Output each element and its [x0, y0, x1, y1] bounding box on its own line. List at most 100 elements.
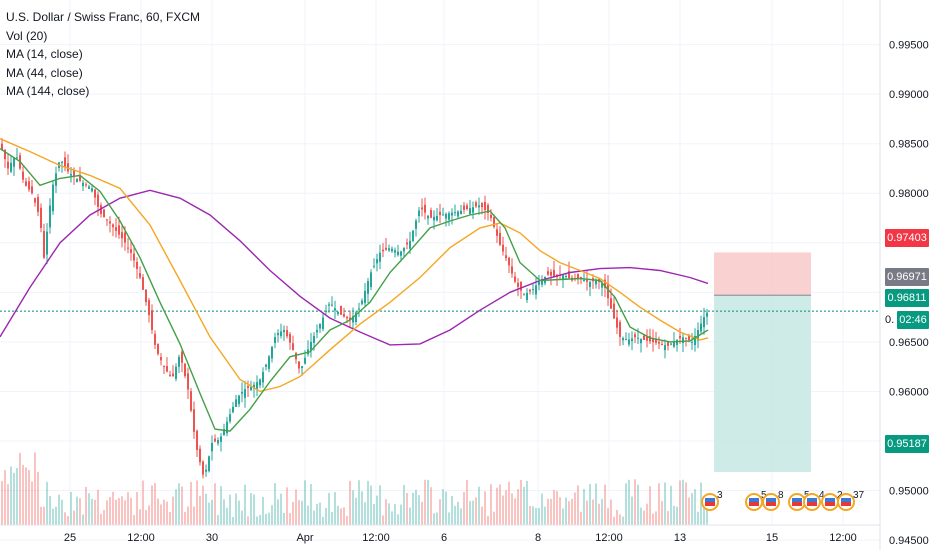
candle-body — [34, 198, 36, 203]
candle-body — [1, 143, 3, 150]
candlesticks — [1, 138, 708, 479]
event-markers[interactable]: 35854237 — [701, 490, 865, 511]
candle-body — [601, 283, 603, 288]
candle-body — [424, 204, 426, 213]
volume-bar — [421, 501, 423, 525]
legend-ma44[interactable]: MA (44, close) — [6, 65, 83, 80]
volume-bar — [166, 501, 168, 525]
volume-bar — [391, 511, 393, 525]
volume-bar — [553, 490, 555, 525]
volume-bar — [325, 507, 327, 525]
volume-bar — [373, 503, 375, 525]
take-profit-zone — [714, 295, 811, 473]
event-count-label: 37 — [853, 490, 865, 501]
volume-bar — [358, 480, 360, 525]
candle-body — [613, 303, 615, 319]
volume-bar — [310, 484, 312, 525]
candle-body — [655, 339, 657, 343]
candle-body — [538, 281, 540, 285]
candle-body — [346, 316, 348, 319]
volume-bar — [73, 510, 75, 525]
candle-body — [355, 312, 357, 322]
candle-body — [319, 324, 321, 329]
volume-bar — [106, 500, 108, 525]
candle-body — [448, 213, 450, 220]
volume-bar — [190, 482, 192, 525]
candle-body — [385, 247, 387, 250]
candle-body — [631, 338, 633, 342]
volume-bar — [100, 514, 102, 525]
flag-canton — [825, 498, 835, 502]
volume-bar — [49, 495, 51, 525]
candle-body — [439, 211, 441, 216]
candle-body — [121, 232, 123, 239]
volume-bar — [598, 503, 600, 525]
volume-bar — [364, 502, 366, 525]
volume-bar — [229, 494, 231, 525]
volume-bar — [655, 511, 657, 525]
candle-body — [487, 204, 489, 214]
candle-body — [553, 269, 555, 277]
candle-body — [463, 205, 465, 210]
x-tick-label: 25 — [64, 532, 76, 544]
candle-body — [331, 304, 333, 306]
volume-bar — [295, 489, 297, 525]
volume-bar — [685, 482, 687, 525]
volume-bar — [460, 508, 462, 525]
flag-stripes — [841, 502, 851, 506]
candle-body — [190, 391, 192, 411]
legend-ma14[interactable]: MA (14, close) — [6, 47, 83, 61]
position-zones[interactable] — [0, 252, 880, 473]
volume-bar — [31, 481, 33, 525]
flag-stripes — [705, 502, 715, 506]
legend-symbol[interactable]: U.S. Dollar / Swiss Franc, 60, FXCM — [6, 10, 201, 24]
legend-ma144[interactable]: MA (144, close) — [6, 84, 90, 98]
volume-bar — [118, 498, 120, 525]
candle-body — [352, 316, 354, 323]
volume-bar — [625, 483, 627, 525]
volume-bar — [304, 480, 306, 525]
candle-body — [499, 233, 501, 245]
volume-bar — [703, 501, 705, 525]
candle-body — [673, 341, 675, 347]
candle-body — [211, 442, 213, 452]
candle-body — [235, 399, 237, 407]
candle-body — [517, 282, 519, 287]
volume-bar — [64, 512, 66, 525]
candle-body — [532, 289, 534, 291]
volume-bar — [646, 503, 648, 525]
volume-bar — [376, 495, 378, 525]
candle-body — [451, 212, 453, 216]
candle-body — [535, 285, 537, 295]
candle-body — [670, 343, 672, 345]
volume-bar — [181, 486, 183, 525]
y-tick-label: 0.95000 — [889, 486, 929, 498]
volume-bar — [667, 511, 669, 525]
volume-bar — [169, 512, 171, 525]
volume-bar — [334, 492, 336, 525]
volume-bar — [256, 516, 258, 525]
candle-body — [421, 207, 423, 210]
flag-canton — [807, 498, 817, 502]
x-tick-label: 12:00 — [829, 532, 857, 544]
volume-bar — [433, 513, 435, 525]
candle-body — [640, 338, 642, 344]
volume-bar — [271, 505, 273, 525]
candle-body — [133, 253, 135, 261]
volume-bar — [670, 485, 672, 525]
volume-bar — [34, 452, 36, 525]
candle-body — [454, 212, 456, 214]
candle-body — [130, 249, 132, 253]
volume-bar — [178, 483, 180, 525]
volume-bar — [583, 489, 585, 525]
volume-bar — [232, 516, 234, 525]
stop-loss-zone — [714, 252, 811, 296]
volume-bar — [157, 498, 159, 525]
y-tick-label: 0.99500 — [889, 40, 929, 52]
candle-body — [238, 395, 240, 405]
candle-body — [466, 205, 468, 209]
legend-vol[interactable]: Vol (20) — [6, 28, 48, 43]
candle-body — [13, 157, 15, 167]
candle-body — [208, 456, 210, 472]
